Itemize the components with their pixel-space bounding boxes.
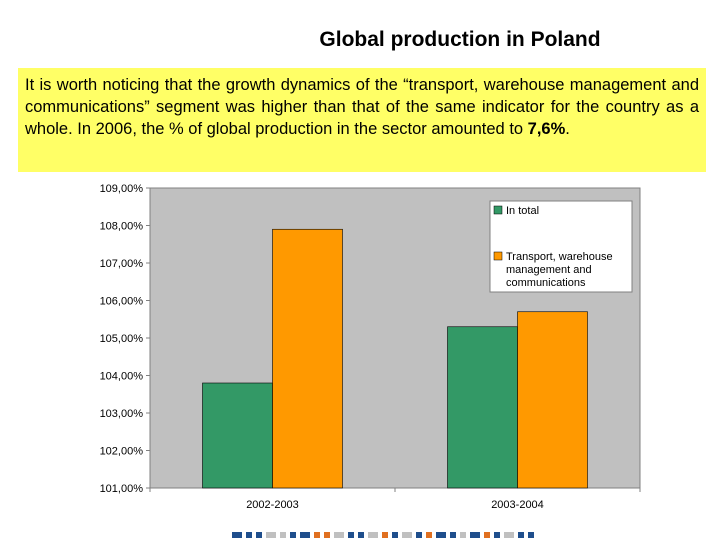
y-tick-label: 104,00% [100,371,144,383]
footer-dot [314,532,320,538]
footer-dot [484,532,490,538]
legend-label: communications [506,277,586,289]
footer-dot [528,532,534,538]
legend-swatch [493,251,503,261]
footer-dot [402,532,412,538]
legend-label: In total [506,205,539,217]
footer-decoration [232,532,534,538]
footer-dot [246,532,252,538]
y-tick-label: 106,00% [100,296,144,308]
y-tick-label: 103,00% [100,408,144,420]
y-tick-label: 102,00% [100,446,144,458]
footer-dot [290,532,296,538]
bar [517,311,588,489]
callout-highlight: 7,6% [527,120,566,138]
y-tick-label: 109,00% [100,183,144,195]
x-tick-label: 2002-2003 [246,499,299,511]
footer-dot [382,532,388,538]
footer-dot [300,532,310,538]
footer-dot [436,532,446,538]
y-tick-label: 105,00% [100,333,144,345]
footer-dot [426,532,432,538]
footer-dot [460,532,466,538]
y-tick-label: 107,00% [100,258,144,270]
footer-dot [358,532,364,538]
footer-dot [470,532,480,538]
bar [447,326,518,489]
footer-dot [334,532,344,538]
footer-dot [280,532,286,538]
legend-swatch [493,205,503,215]
y-tick-label: 101,00% [100,483,144,495]
footer-dot [494,532,500,538]
footer-dot [266,532,276,538]
x-tick-label: 2003-2004 [491,499,544,511]
footer-dot [348,532,354,538]
footer-dot [324,532,330,538]
bar [202,382,273,489]
callout-end: . [565,120,570,138]
y-tick-label: 108,00% [100,221,144,233]
footer-dot [416,532,422,538]
legend [489,200,633,293]
callout-text: It is worth noticing that the growth dyn… [25,76,699,138]
footer-dot [368,532,378,538]
legend-label: management and [506,264,592,276]
footer-dot [518,532,524,538]
footer-dot [504,532,514,538]
bar [272,228,343,489]
callout-box: It is worth noticing that the growth dyn… [18,68,706,172]
footer-dot [450,532,456,538]
footer-dot [392,532,398,538]
page-title: Global production in Poland [319,28,601,51]
footer-dot [256,532,262,538]
legend-label: Transport, warehouse [506,251,613,263]
footer-dot [232,532,242,538]
